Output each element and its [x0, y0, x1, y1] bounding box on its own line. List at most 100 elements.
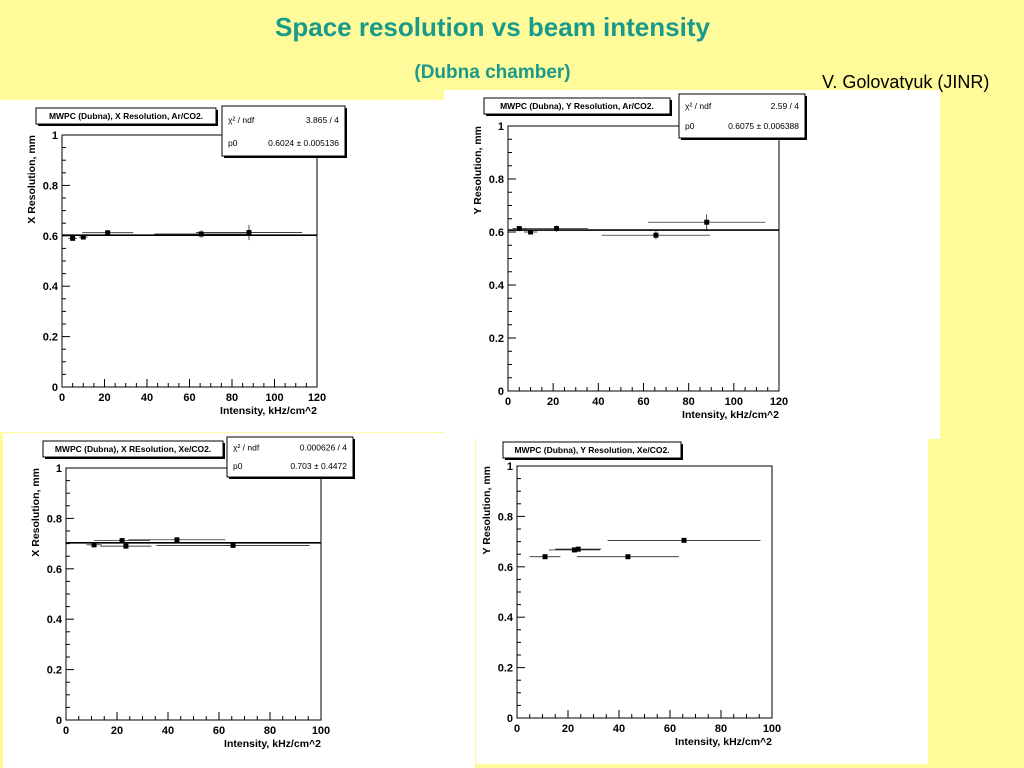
y-tick-label: 0 [52, 382, 58, 394]
y-tick-label: 0.6 [489, 227, 504, 239]
plot-frame [516, 465, 773, 719]
x-tick-label: 60 [183, 392, 195, 404]
data-point [528, 229, 534, 235]
x-tick-label: 20 [562, 723, 574, 735]
x-tick-label: 80 [715, 723, 727, 735]
y-tick-label: 0.6 [43, 231, 58, 243]
x-tick-label: 40 [141, 392, 153, 404]
x-tick-label: 0 [505, 396, 511, 408]
stats-p0-value: 0.6075 ± 0.006388 [728, 121, 799, 131]
x-tick-label: 100 [725, 396, 743, 408]
chart-panel-x-xe: 0 0.2 0.4 0.6 0.8 1 0 20 40 60 80 100 Intensity, kHz… [3, 433, 475, 768]
x-tick-label: 120 [308, 392, 326, 404]
plot-frame [61, 134, 318, 388]
plot-frame [65, 467, 322, 721]
x-axis-label: Intensity, kHz/cm^2 [224, 738, 321, 750]
y-tick-label: 0.2 [47, 665, 62, 677]
x-tick-label: 40 [592, 396, 604, 408]
data-point [119, 538, 125, 544]
data-point [70, 235, 76, 241]
y-tick-label: 1 [56, 463, 62, 475]
y-tick-label: 0 [498, 386, 504, 398]
chart-panel-y-ar: 0 0.2 0.4 0.6 0.8 1 0 20 40 60 80 100 120 Intensity, … [444, 90, 940, 439]
y-tick-label: 0.8 [43, 180, 58, 192]
y-tick-label: 0.8 [498, 511, 513, 523]
x-tick-label: 0 [63, 725, 69, 737]
data-point [91, 542, 97, 548]
chart-title: MWPC (Dubna), Y Resolution, Xe/CO2. [514, 445, 669, 455]
data-point [516, 226, 522, 232]
y-tick-label: 0.8 [47, 513, 62, 525]
y-tick-label: 0.2 [498, 663, 513, 675]
data-point [542, 554, 548, 560]
x-tick-label: 80 [683, 396, 695, 408]
data-point [575, 546, 581, 552]
stats-chi2-value: 2.59 / 4 [771, 101, 800, 111]
x-tick-label: 40 [162, 725, 174, 737]
stats-p0-label: p0 [228, 138, 238, 148]
data-point [653, 232, 659, 238]
chart-panel-x-ar: 0 0.2 0.4 0.6 0.8 1 0 20 40 60 80 100 120 Intensity, … [0, 100, 445, 432]
y-tick-label: 1 [52, 130, 58, 142]
y-tick-label: 0.8 [489, 174, 504, 186]
stats-chi2-value: 0.000626 / 4 [300, 443, 348, 453]
stats-box [226, 436, 354, 478]
chart-title: MWPC (Dubna), X REsolution, Xe/CO2. [55, 444, 211, 454]
y-tick-label: 0 [507, 713, 513, 725]
data-point [123, 543, 129, 549]
x-tick-label: 100 [265, 392, 283, 404]
x-tick-label: 40 [613, 723, 625, 735]
data-point [246, 230, 252, 236]
stats-p0-label: p0 [685, 121, 695, 131]
x-tick-label: 20 [547, 396, 559, 408]
slide-title: Space resolution vs beam intensity [275, 12, 710, 42]
y-tick-label: 0.4 [43, 281, 59, 293]
data-point [198, 231, 204, 237]
x-tick-label: 60 [637, 396, 649, 408]
title-box [35, 107, 217, 125]
data-point [625, 554, 631, 560]
stats-chi2-label: χ² / ndf [233, 443, 260, 453]
data-point [681, 537, 687, 543]
stats-box [221, 105, 346, 157]
slide-subtitle: (Dubna chamber) [414, 62, 571, 83]
y-tick-label: 0.6 [47, 564, 62, 576]
y-tick-label: 0.6 [498, 562, 513, 574]
plot-frame [507, 125, 780, 392]
y-axis-label: X Resolution, mm [26, 135, 38, 224]
x-tick-label: 60 [664, 723, 676, 735]
x-axis-label: Intensity, kHz/cm^2 [682, 409, 779, 421]
data-point [80, 234, 86, 240]
y-tick-label: 0.4 [489, 280, 505, 292]
y-tick-label: 0.2 [489, 333, 504, 345]
title-box [42, 440, 224, 458]
stats-chi2-label: χ² / ndf [685, 101, 712, 111]
stats-p0-value: 0.703 ± 0.4472 [290, 461, 347, 471]
chart-y-ar: 0 0.2 0.4 0.6 0.8 1 0 20 40 60 80 100 120Intensity, … [472, 93, 807, 421]
chart-title: MWPC (Dubna), Y Resolution, Ar/CO2. [500, 101, 654, 111]
y-tick-label: 0.4 [498, 612, 514, 624]
x-tick-label: 80 [226, 392, 238, 404]
stats-chi2-label: χ² / ndf [228, 115, 255, 125]
y-tick-label: 1 [507, 461, 513, 473]
data-point [571, 547, 577, 553]
data-point [554, 226, 560, 232]
y-axis-label: X Resolution, mm [30, 468, 42, 557]
x-tick-label: 20 [111, 725, 123, 737]
x-tick-label: 0 [514, 723, 520, 735]
x-tick-label: 0 [59, 392, 65, 404]
y-tick-label: 1 [498, 121, 504, 133]
data-point [230, 542, 236, 548]
chart-x-ar: 0 0.2 0.4 0.6 0.8 1 0 20 40 60 80 100 120Intensity, … [26, 105, 347, 417]
chart-title: MWPC (Dubna), X Resolution, Ar/CO2. [49, 111, 203, 121]
title-box [483, 97, 671, 115]
chart-panel-y-xe: 0 0.2 0.4 0.6 0.8 1 0 20 40 60 80 100 Intensity, kHz… [476, 436, 928, 764]
data-point [174, 537, 180, 543]
x-tick-label: 100 [763, 723, 781, 735]
data-point [704, 219, 710, 225]
data-point [105, 230, 111, 236]
stats-box [678, 93, 806, 139]
y-axis-label: Y Resolution, mm [472, 126, 484, 215]
